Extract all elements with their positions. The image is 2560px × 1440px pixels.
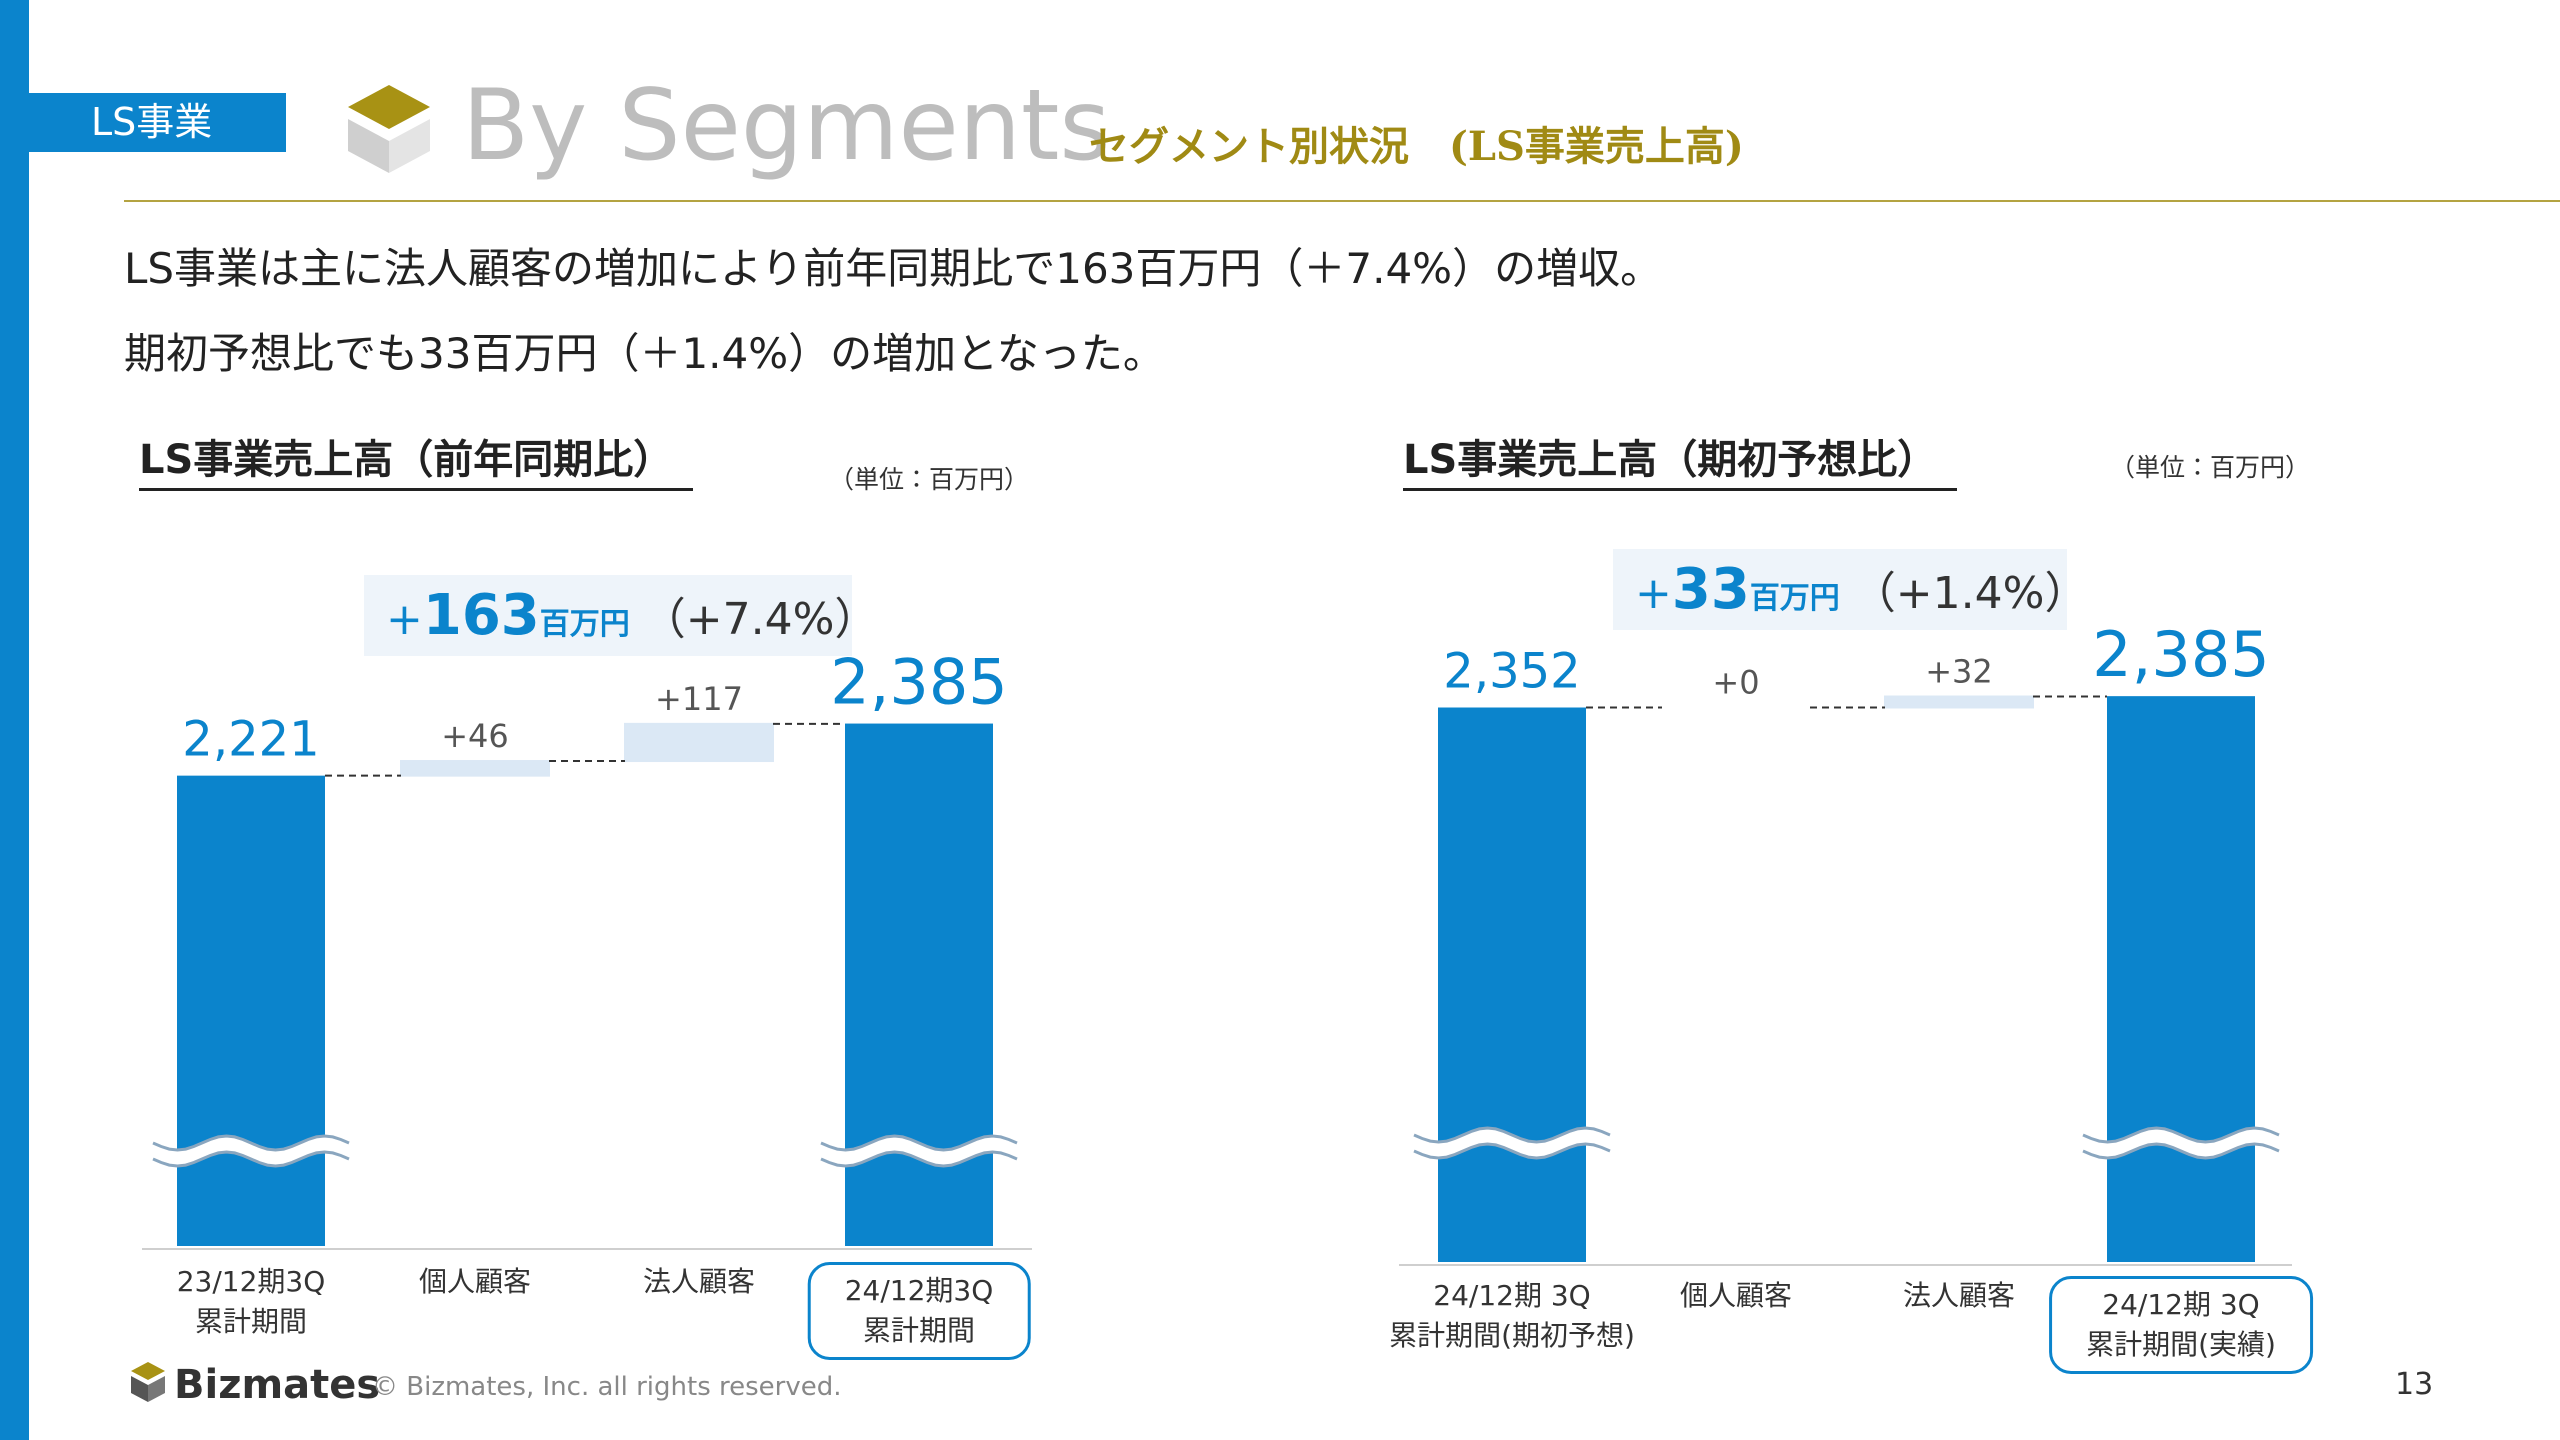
summary-line: LS事業は主に法人顧客の増加により前年同期比で163百万円（＋7.4%）の増収。 xyxy=(124,244,1663,293)
unit-note: （単位：百万円） xyxy=(829,465,1030,494)
axis-break xyxy=(152,1134,350,1152)
page-subtitle: セグメント別状況 (LS事業売上高) xyxy=(1089,123,1744,170)
annotation-rate: （+1.4%） xyxy=(1851,568,2089,619)
axis-break xyxy=(820,1134,1018,1152)
delta-label: +0 xyxy=(1712,664,1759,702)
category-label: 法人顧客 xyxy=(1902,1279,2016,1312)
bar xyxy=(1438,707,1586,1262)
category-label: 24/12期3Q 累計期間 xyxy=(807,1262,1031,1360)
annotation-rate: （+7.4%） xyxy=(641,594,879,645)
copyright: © Bizmates, Inc. all rights reserved. xyxy=(372,1372,842,1402)
delta-label: +117 xyxy=(655,680,743,718)
total-label: 2,352 xyxy=(1443,644,1580,700)
axis-break xyxy=(2082,1142,2280,1160)
page-number: 13 xyxy=(2395,1367,2434,1402)
total-label: 2,221 xyxy=(182,712,319,768)
delta-bar xyxy=(1884,695,2034,709)
category-label: 法人顧客 xyxy=(642,1265,756,1298)
delta-label: +32 xyxy=(1925,652,1993,690)
footer-logo xyxy=(131,1362,165,1402)
category-label: 24/12期 3Q 累計期間(実績) xyxy=(2049,1276,2313,1374)
header-rule xyxy=(124,200,2560,202)
annotation: +163百万円 （+7.4%） xyxy=(364,575,878,656)
annotation-sign: + xyxy=(1635,568,1672,619)
total-label: 2,385 xyxy=(2092,618,2270,691)
page-title: By Segments xyxy=(462,69,1111,183)
category-label: 個人顧客 xyxy=(1679,1279,1793,1312)
delta-label: +46 xyxy=(441,717,509,755)
axis-break xyxy=(152,1150,350,1168)
summary-line: 期初予想比でも33百万円（＋1.4%）の増加となった。 xyxy=(124,329,1165,378)
axis-break xyxy=(1413,1142,1611,1160)
total-label: 2,385 xyxy=(830,646,1008,719)
delta-bar xyxy=(624,722,774,763)
annotation-unit: 百万円 xyxy=(1749,581,1840,616)
bar xyxy=(845,723,993,1246)
category-label: 24/12期 3Q 累計期間(期初予想) xyxy=(1389,1279,1635,1352)
annotation-amount: 163 xyxy=(422,583,540,648)
category-label: 23/12期3Q 累計期間 xyxy=(176,1265,326,1338)
axis-break xyxy=(1413,1126,1611,1144)
bar xyxy=(177,775,325,1246)
unit-note: （単位：百万円） xyxy=(2110,453,2311,482)
axis-break xyxy=(820,1150,1018,1168)
annotation-sign: + xyxy=(386,594,423,645)
annotation: +33百万円 （+1.4%） xyxy=(1613,549,2088,630)
annotation-amount: 33 xyxy=(1671,557,1750,622)
brand: Bizmates xyxy=(174,1362,381,1408)
section-label: LS事業 xyxy=(29,93,286,152)
chart-title: LS事業売上高（期初予想比） xyxy=(1403,432,1958,491)
chart-title: LS事業売上高（前年同期比） xyxy=(139,432,694,491)
delta-bar xyxy=(400,760,550,777)
category-label: 個人顧客 xyxy=(418,1265,532,1298)
bar xyxy=(2107,696,2255,1262)
logo xyxy=(348,85,430,173)
axis-break xyxy=(2082,1126,2280,1144)
annotation-unit: 百万円 xyxy=(539,607,630,642)
sidebar xyxy=(0,0,29,1440)
